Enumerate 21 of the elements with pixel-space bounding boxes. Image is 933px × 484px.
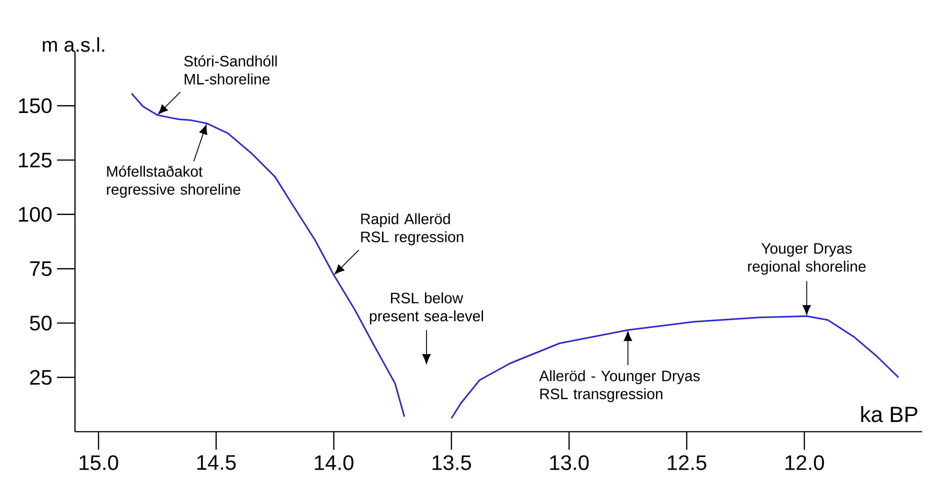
x-tick-label: 12.0 <box>786 455 824 470</box>
x-axis-title: ka BP <box>861 406 918 422</box>
annotation: Alleröd - Younger Dryas RSL transgression <box>539 370 700 402</box>
annotation: Mófellstaðakot regressive shoreline <box>106 166 240 198</box>
y-axis-title: m a.s.l. <box>42 37 104 52</box>
y-tick-label: 25 <box>30 370 52 385</box>
y-tick-label: 125 <box>19 152 52 168</box>
annotation: Youger Dryas regional shoreline <box>748 243 866 275</box>
y-tick-label: 50 <box>30 316 52 330</box>
x-tick-label: 13.5 <box>432 455 471 470</box>
y-tick-label: 75 <box>30 261 52 276</box>
x-tick-label: 12.5 <box>668 455 706 470</box>
y-tick-label: 150 <box>19 98 52 114</box>
annotation: Stóri-Sandhóll ML-shoreline <box>184 55 277 84</box>
annotation: RSL below present sea-level <box>370 292 483 324</box>
x-tick-label: 14.0 <box>314 455 354 470</box>
x-tick-label: 14.5 <box>197 455 236 470</box>
annotation: Rapid Alleröd RSL regression <box>361 213 464 246</box>
x-tick-label: 15.0 <box>80 455 118 470</box>
x-tick-label: 13.0 <box>550 455 589 470</box>
y-tick-label: 100 <box>19 206 52 222</box>
